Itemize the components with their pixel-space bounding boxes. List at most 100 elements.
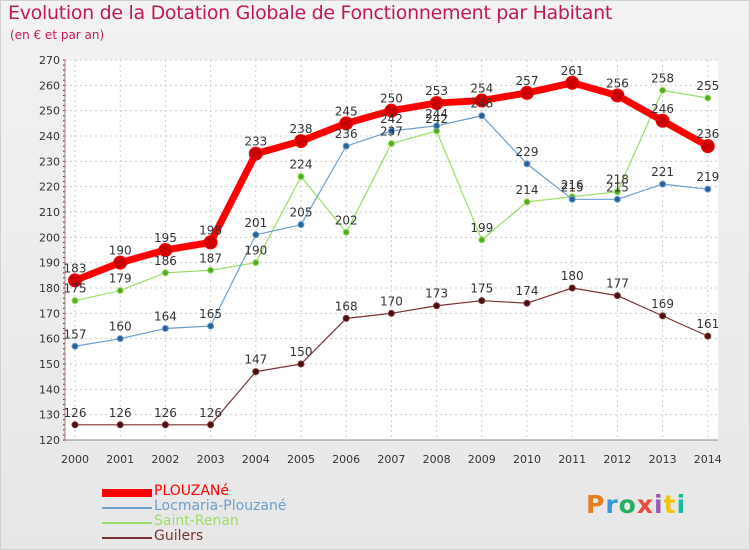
data-label: 236 [696, 127, 719, 141]
data-label: 257 [516, 74, 539, 88]
data-label: 248 [470, 97, 493, 111]
data-point [655, 113, 670, 128]
data-label: 126 [199, 406, 222, 420]
data-point [297, 360, 305, 368]
x-tick-label: 2008 [423, 453, 451, 466]
x-tick-label: 2009 [468, 453, 496, 466]
data-label: 238 [290, 122, 313, 136]
data-label: 236 [335, 127, 358, 141]
data-point [68, 273, 82, 288]
logo-letter: r [605, 490, 619, 519]
data-point [161, 325, 169, 333]
data-label: 256 [606, 76, 629, 90]
x-tick-label: 2007 [377, 453, 405, 466]
data-label: 187 [199, 251, 222, 265]
data-label: 195 [154, 231, 177, 245]
data-point [568, 284, 576, 292]
data-point [297, 173, 305, 181]
data-label: 205 [290, 206, 313, 220]
data-label: 219 [696, 170, 719, 184]
data-point [478, 112, 486, 120]
data-label: 173 [425, 287, 448, 301]
y-tick-label: 180 [39, 282, 60, 295]
data-label: 126 [109, 406, 132, 420]
data-point [429, 96, 444, 111]
x-tick-label: 2004 [242, 453, 270, 466]
data-point [252, 259, 260, 267]
data-labels: 126 126 126 126 147 150 168 170 173 175 174 180 177 1… [64, 64, 720, 420]
data-label: 183 [64, 261, 87, 275]
y-tick-label: 220 [39, 181, 60, 194]
data-point [339, 116, 354, 131]
data-label: 261 [561, 64, 584, 78]
data-point [568, 195, 576, 203]
data-point [71, 421, 79, 429]
data-label: 174 [516, 284, 539, 298]
data-point [71, 342, 79, 350]
data-label: 255 [696, 79, 719, 93]
data-label: 147 [244, 353, 267, 367]
data-point [384, 103, 399, 118]
data-label: 242 [380, 112, 403, 126]
data-label: 198 [199, 223, 222, 237]
y-tick-label: 170 [39, 307, 60, 320]
data-point [207, 421, 215, 429]
data-point [659, 86, 667, 94]
data-point [248, 146, 263, 161]
x-tick-label: 2010 [513, 453, 541, 466]
data-point [478, 236, 486, 244]
data-label: 224 [290, 158, 313, 172]
data-label: 190 [109, 244, 132, 258]
legend-swatch [102, 507, 152, 509]
proxiti-logo: Proxiti [586, 490, 686, 519]
data-label: 157 [64, 327, 87, 341]
data-label: 186 [154, 254, 177, 268]
data-point [433, 122, 441, 130]
y-tick-label: 240 [39, 130, 60, 143]
data-point [297, 221, 305, 229]
y-tick-label: 270 [39, 54, 60, 67]
x-tick-label: 2001 [106, 453, 134, 466]
data-point [433, 302, 441, 310]
data-point [474, 93, 489, 108]
data-point [523, 160, 531, 168]
y-tick-label: 160 [39, 333, 60, 346]
data-point [342, 314, 350, 322]
axes: 120 130 140 150 160 170 180 190 200 210 220 230 240 2… [39, 54, 722, 466]
data-point [294, 134, 308, 149]
data-point [252, 231, 260, 239]
legend-label: Saint-Renan [154, 513, 239, 529]
series-layer [68, 75, 715, 429]
y-tick-label: 130 [39, 409, 60, 422]
data-point [700, 139, 715, 154]
data-point [523, 198, 531, 206]
data-label: 165 [199, 307, 222, 321]
data-point [704, 94, 712, 102]
legend-label: PLOUZANé [154, 483, 230, 499]
data-label: 199 [470, 221, 493, 235]
data-point [613, 188, 621, 196]
x-tick-label: 2002 [151, 453, 179, 466]
x-tick-label: 2006 [332, 453, 360, 466]
data-label: 169 [651, 297, 674, 311]
data-label: 214 [516, 183, 539, 197]
data-point [116, 335, 124, 343]
y-tick-label: 230 [39, 155, 60, 168]
y-tick-label: 200 [39, 231, 60, 244]
logo-letter: i [654, 490, 664, 519]
data-label: 179 [109, 272, 132, 286]
data-point [613, 292, 621, 300]
x-tick-label: 2014 [694, 453, 722, 466]
x-tick-label: 2005 [287, 453, 315, 466]
line-chart: 120 130 140 150 160 170 180 190 200 210 220 230 240 2… [39, 54, 722, 466]
y-tick-label: 150 [39, 358, 60, 371]
logo-letter: o [618, 490, 637, 519]
data-point [207, 322, 215, 330]
data-point [71, 297, 79, 305]
logo-letter: x [636, 490, 654, 519]
data-label: 250 [380, 92, 403, 106]
data-label: 164 [154, 310, 177, 324]
data-label: 245 [335, 104, 358, 118]
data-point [113, 255, 128, 270]
y-tick-label: 140 [39, 383, 60, 396]
